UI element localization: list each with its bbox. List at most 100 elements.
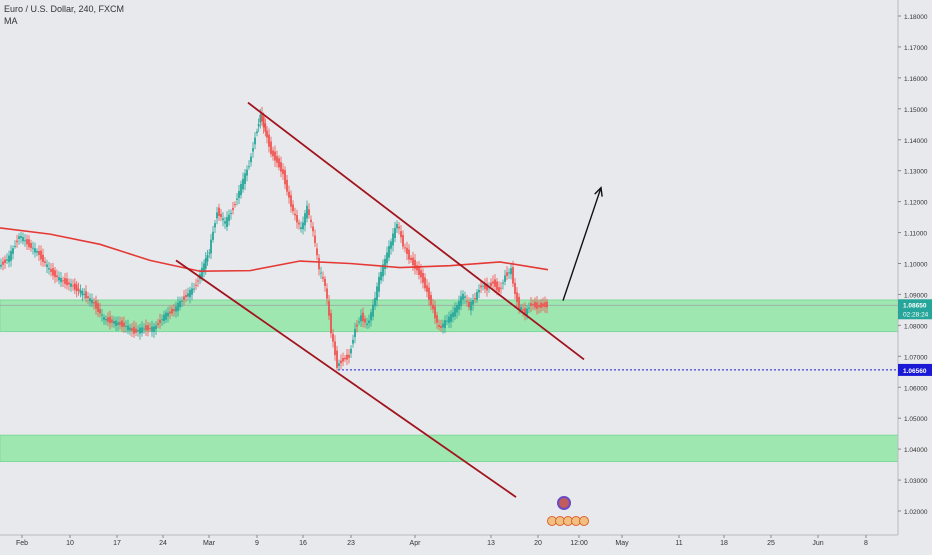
candle [18, 236, 20, 239]
candle [111, 319, 113, 323]
candle [430, 295, 432, 306]
candle [240, 184, 242, 196]
candle [129, 327, 131, 331]
candle [264, 123, 267, 132]
candle [119, 321, 121, 326]
candle [400, 231, 402, 238]
candle [470, 301, 472, 311]
candle [161, 319, 163, 321]
candle [101, 314, 103, 316]
candle [472, 300, 474, 305]
time-tick-label: 8 [864, 540, 868, 547]
candle [254, 137, 256, 145]
candle [364, 318, 366, 323]
candle [496, 281, 498, 291]
candle [139, 327, 141, 334]
candle [165, 312, 167, 320]
candle [206, 255, 209, 262]
candle [340, 360, 342, 364]
candle [322, 277, 324, 279]
candle [73, 283, 76, 290]
candle [248, 166, 250, 168]
time-tick-label: 9 [255, 540, 259, 547]
candle [378, 276, 380, 292]
candle [236, 198, 238, 200]
candle [294, 213, 296, 216]
candle [502, 282, 504, 284]
candle [181, 300, 183, 302]
candle [274, 151, 276, 161]
time-tick-label: 24 [159, 540, 167, 547]
time-tick-label: 17 [113, 540, 121, 547]
candle [26, 239, 28, 245]
candle [197, 280, 199, 282]
candle [187, 293, 189, 297]
candle [149, 328, 151, 330]
candle [30, 243, 32, 248]
candle [334, 341, 336, 356]
candle [270, 141, 272, 155]
candle [362, 312, 364, 322]
candle [410, 257, 412, 261]
price-tick-label: 1.02000 [904, 509, 928, 516]
candle [252, 148, 254, 152]
candle [464, 296, 466, 299]
time-tick-label: Jun [812, 540, 823, 547]
candle [141, 327, 143, 333]
candle [179, 301, 181, 308]
candle [440, 326, 442, 328]
candle [382, 264, 384, 277]
candle [284, 170, 286, 185]
candle [368, 320, 370, 324]
candle [480, 285, 482, 288]
candle [109, 316, 111, 324]
price-tick-label: 1.05000 [904, 416, 928, 423]
candle [201, 267, 203, 278]
candle [424, 277, 426, 289]
candle [230, 212, 232, 214]
candle [259, 114, 262, 123]
candle [12, 248, 14, 254]
candle [358, 321, 360, 323]
candle [157, 323, 159, 326]
candle [262, 116, 265, 128]
candle [28, 239, 30, 248]
symbol-title[interactable]: Euro / U.S. Dollar, 240, FXCM [4, 4, 125, 14]
candle [4, 259, 6, 264]
candle [115, 320, 117, 326]
candle [490, 282, 492, 287]
time-tick-label: Apr [410, 540, 422, 547]
indicator-label[interactable]: MA [4, 16, 18, 26]
candle [218, 207, 220, 216]
candle [442, 323, 444, 328]
candle [326, 288, 328, 299]
candle [8, 255, 10, 263]
candle [406, 247, 408, 254]
price-tick-label: 1.18000 [904, 14, 928, 21]
candle [204, 258, 207, 269]
candle [452, 312, 454, 318]
candle [456, 305, 458, 313]
candle [336, 350, 338, 368]
time-tick-label: May [615, 540, 629, 547]
candle [432, 304, 434, 310]
support-zone-1 [0, 434, 899, 462]
arrow-head [594, 186, 603, 197]
candle [244, 173, 246, 185]
candle [478, 289, 480, 293]
candle [306, 205, 308, 219]
candle [484, 283, 486, 289]
candle [324, 278, 326, 286]
candle [238, 190, 240, 198]
candle [514, 282, 516, 294]
candle [127, 325, 129, 331]
candle [56, 275, 58, 278]
candle [20, 236, 22, 238]
candle [167, 312, 169, 317]
candle [346, 354, 348, 360]
candle [175, 306, 177, 312]
time-tick-label: 18 [720, 540, 728, 547]
candle [268, 134, 270, 147]
